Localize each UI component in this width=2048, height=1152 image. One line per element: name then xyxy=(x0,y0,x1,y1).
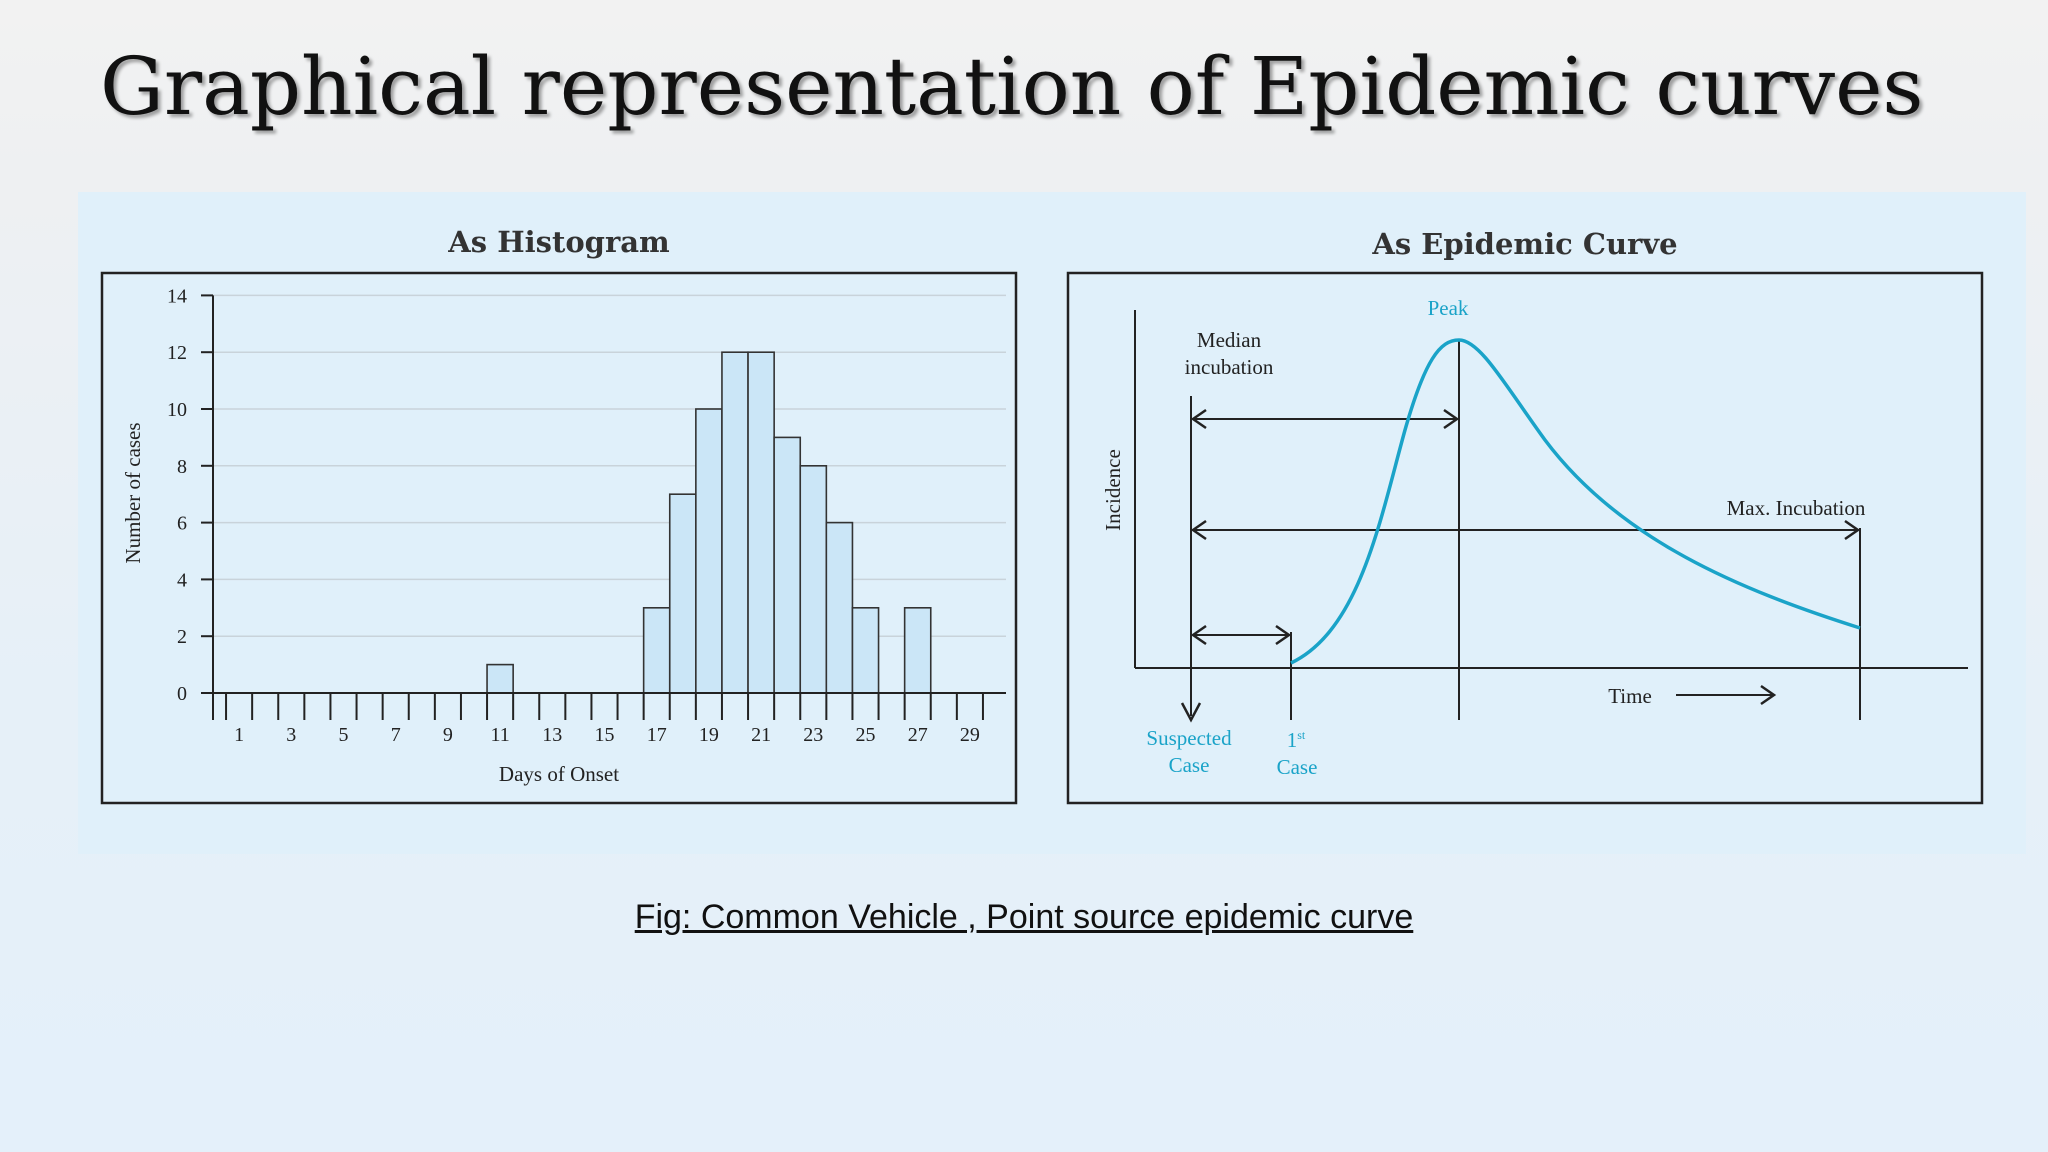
first-case-label-line1: 1st xyxy=(1287,728,1306,752)
epidemic-curve-line xyxy=(1290,338,1861,665)
histogram-bar xyxy=(721,351,749,694)
suspected-case-label-line2: Case xyxy=(1169,753,1210,777)
histogram-bar xyxy=(825,521,854,694)
time-arrow-icon xyxy=(1676,684,1777,706)
max-incubation-label: Max. Incubation xyxy=(1727,496,1866,520)
y-tick-label: 10 xyxy=(167,399,187,421)
y-tick-label: 4 xyxy=(177,569,187,591)
histogram-bar xyxy=(773,436,802,694)
minimum-incubation-arrow xyxy=(1190,624,1292,646)
x-tick-label: 25 xyxy=(856,724,876,746)
x-tick-label: 23 xyxy=(803,724,823,746)
histogram-bar xyxy=(747,351,775,694)
histogram-bar xyxy=(642,606,671,694)
first-case-label-line2: Case xyxy=(1277,755,1318,779)
time-axis-label: Time xyxy=(1608,684,1652,708)
histogram-y-label: Number of cases xyxy=(121,422,145,563)
histogram-x-ticks: 1 3 5 7 9 11 13 15 17 19 21 23 25 27 29 xyxy=(225,693,984,746)
y-tick-label: 0 xyxy=(177,683,187,705)
y-tick-label: 2 xyxy=(177,626,187,648)
x-tick-label: 27 xyxy=(908,724,928,746)
epidemic-curve-title: As Epidemic Curve xyxy=(1371,227,1677,261)
peak-label: Peak xyxy=(1428,296,1469,320)
x-tick-label: 13 xyxy=(542,724,562,746)
histogram-y-ticks: 0 2 4 6 8 10 12 14 xyxy=(167,285,213,705)
max-incubation-arrow xyxy=(1190,519,1861,541)
median-incubation-arrow xyxy=(1190,408,1460,430)
x-tick-label: 3 xyxy=(286,724,296,746)
histogram-bar xyxy=(486,663,514,694)
histogram-axes xyxy=(212,295,1006,720)
median-incubation-label-line2: incubation xyxy=(1185,355,1274,379)
histogram-bar xyxy=(851,606,880,694)
x-tick-label: 11 xyxy=(490,724,509,746)
x-tick-label: 15 xyxy=(595,724,615,746)
histogram-frame xyxy=(100,271,1018,805)
incidence-axis-label: Incidence xyxy=(1101,449,1125,531)
epidemic-curve-frame xyxy=(1066,271,1984,805)
x-tick-label: 19 xyxy=(699,724,719,746)
histogram-bar xyxy=(695,408,723,694)
histogram-bar xyxy=(903,606,932,694)
epidemic-curve-chart: As Epidemic Curve xyxy=(1066,227,1984,805)
x-tick-label: 17 xyxy=(647,724,667,746)
histogram-x-label: Days of Onset xyxy=(499,762,619,786)
y-tick-label: 12 xyxy=(167,342,187,364)
y-tick-label: 6 xyxy=(177,513,187,535)
x-tick-label: 1 xyxy=(234,724,244,746)
suspected-case-label-line1: Suspected xyxy=(1146,726,1232,750)
suspected-case-arrow-icon xyxy=(1180,702,1202,723)
x-tick-label: 29 xyxy=(960,724,980,746)
histogram-bar xyxy=(668,493,697,694)
x-tick-label: 5 xyxy=(339,724,349,746)
x-tick-label: 7 xyxy=(391,724,401,746)
histogram-bar xyxy=(799,464,828,694)
median-incubation-label-line1: Median xyxy=(1197,328,1262,352)
y-tick-label: 14 xyxy=(167,285,187,307)
slide-title: Graphical representation of Epidemic cur… xyxy=(100,40,1924,133)
y-tick-label: 8 xyxy=(177,456,187,478)
histogram-grid xyxy=(213,294,1006,637)
x-tick-label: 21 xyxy=(751,724,771,746)
figure-caption: Fig: Common Vehicle , Point source epide… xyxy=(634,898,1414,936)
x-tick-label: 9 xyxy=(443,724,453,746)
histogram-title: As Histogram xyxy=(447,225,670,259)
